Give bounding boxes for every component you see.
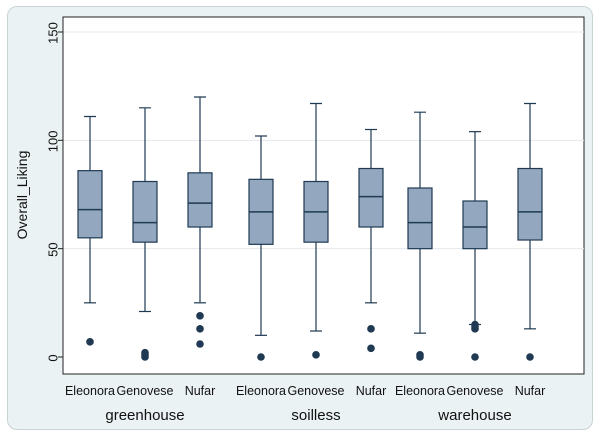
iqr-box-warehouse-eleonora <box>407 187 433 250</box>
y-tick-label-50: 50 <box>45 242 60 256</box>
iqr-box-warehouse-nufar <box>517 167 543 241</box>
outlier-soilless-nufar-0 <box>367 344 375 353</box>
outlier-greenhouse-nufar-2 <box>196 312 204 320</box>
y-axis: 0 50 100 150 <box>45 17 64 374</box>
grid-lines <box>63 31 584 250</box>
box-greenhouse-genovese <box>132 107 158 361</box>
outlier-greenhouse-nufar-0 <box>196 340 204 348</box>
outlier-soilless-nufar-1 <box>367 325 375 333</box>
y-tick-label-0: 0 <box>45 354 60 361</box>
outlier-soilless-eleonora-0 <box>257 353 265 361</box>
x-group-label-greenhouse: greenhouse <box>105 407 184 424</box>
box-series <box>77 96 543 361</box>
box-greenhouse-eleonora <box>77 115 103 346</box>
outlier-greenhouse-eleonora-0 <box>86 338 94 346</box>
outlier-greenhouse-nufar-1 <box>196 325 204 333</box>
chart-container: 0 50 100 150 Eleonora Genovese Nufar greenhous… <box>7 6 593 430</box>
outlier-warehouse-nufar-0 <box>526 353 534 361</box>
x-category-label-warehouse-eleonora: Eleonora <box>395 384 445 398</box>
x-category-label-greenhouse-genovese: Genovese <box>117 384 174 398</box>
box-greenhouse-nufar <box>187 96 213 348</box>
box-soilless-genovese <box>303 102 329 359</box>
x-category-label-soilless-nufar: Nufar <box>356 384 387 398</box>
x-category-label-warehouse-nufar: Nufar <box>515 384 546 398</box>
box-warehouse-eleonora <box>407 111 433 361</box>
iqr-box-greenhouse-nufar <box>187 172 213 228</box>
y-tick-label-100: 100 <box>45 130 60 152</box>
x-group-label-soilless: soilless <box>291 407 340 424</box>
iqr-box-greenhouse-eleonora <box>77 170 103 239</box>
box-warehouse-genovese <box>462 131 488 361</box>
outlier-warehouse-eleonora-1 <box>416 351 424 359</box>
box-warehouse-nufar <box>517 102 543 361</box>
x-group-label-warehouse: warehouse <box>437 407 511 424</box>
x-category-label-greenhouse-nufar: Nufar <box>185 384 216 398</box>
x-category-label-soilless-eleonora: Eleonora <box>236 384 286 398</box>
outlier-warehouse-genovese-0 <box>471 353 479 361</box>
x-category-label-soilless-genovese: Genovese <box>288 384 345 398</box>
iqr-box-soilless-nufar <box>358 167 384 228</box>
box-soilless-eleonora <box>248 135 274 361</box>
outlier-warehouse-genovese-3 <box>471 320 479 329</box>
box-soilless-nufar <box>358 128 384 353</box>
x-category-label-greenhouse-eleonora: Eleonora <box>65 384 115 398</box>
outlier-soilless-genovese-0 <box>312 351 320 359</box>
y-tick-label-150: 150 <box>45 22 60 44</box>
y-axis-title: Overall_Liking <box>14 151 30 240</box>
x-category-label-warehouse-genovese: Genovese <box>447 384 504 398</box>
outlier-greenhouse-genovese-2 <box>141 348 149 357</box>
iqr-box-warehouse-genovese <box>462 200 488 250</box>
iqr-box-greenhouse-genovese <box>132 180 158 243</box>
